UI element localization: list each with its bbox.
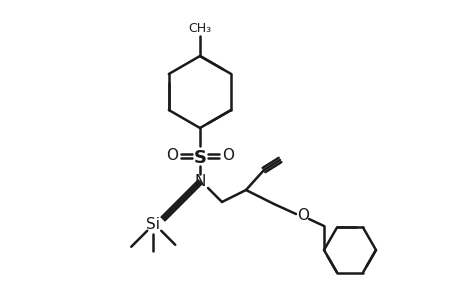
Text: Si: Si xyxy=(146,217,160,232)
Text: O: O xyxy=(297,208,308,224)
Text: N: N xyxy=(194,175,205,190)
Text: CH₃: CH₃ xyxy=(188,22,211,34)
Text: S: S xyxy=(193,149,206,167)
Text: O: O xyxy=(166,148,178,163)
Text: O: O xyxy=(222,148,234,163)
